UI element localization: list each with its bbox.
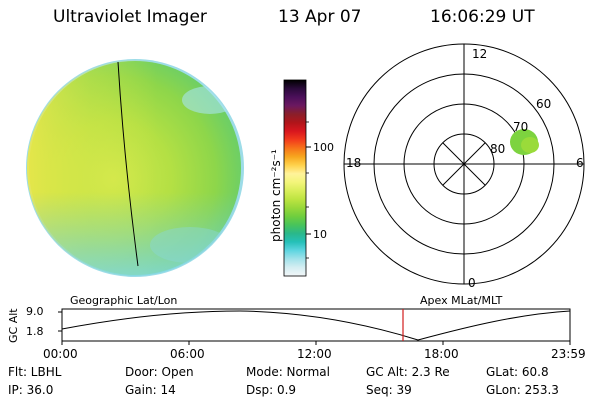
info-gcalt: GC Alt: 2.3 Re [366, 365, 450, 379]
timeline-xtick-1800: 18:00 [424, 347, 459, 361]
polar-label-70: 70 [513, 120, 529, 134]
polar-label-12: 12 [472, 47, 488, 61]
polar-label-0: 0 [468, 276, 476, 290]
altitude-curve [61, 310, 571, 341]
timeline-plot [58, 308, 571, 345]
timeline-xtick-0000: 00:00 [43, 347, 78, 361]
polar-label-18: 18 [346, 156, 362, 170]
timeline-xtick-0600: 06:00 [170, 347, 205, 361]
info-ip: IP: 36.0 [8, 383, 54, 397]
timeline-xtick-1200: 12:00 [297, 347, 332, 361]
info-door: Door: Open [125, 365, 194, 379]
info-flt: Flt: LBHL [8, 365, 62, 379]
polar-label-60: 60 [536, 97, 552, 111]
time-label: 16:06:29 UT [430, 7, 535, 27]
info-gain: Gain: 14 [125, 383, 176, 397]
timeline-ytick-9: 9.0 [26, 305, 44, 318]
colorbar [283, 79, 311, 277]
polar-label-6: 6 [576, 156, 584, 170]
terminator-line [117, 61, 139, 267]
polar-label-80: 80 [490, 142, 506, 156]
colorbar-tick-10: 10 [313, 228, 327, 241]
polar-plot [343, 43, 585, 285]
timeline-yaxis-label: GC Alt [7, 308, 20, 343]
info-glon: GLon: 253.3 [486, 383, 559, 397]
timeline-right-title: Apex MLat/MLT [420, 294, 503, 307]
timeline-xtick-2359: 23:59 [551, 347, 586, 361]
earth-disk [26, 59, 244, 277]
colorbar-tick-100: 100 [313, 141, 334, 154]
info-glat: GLat: 60.8 [486, 365, 549, 379]
colorbar-unit-label: photon cm⁻²s⁻¹ [269, 149, 283, 242]
info-mode: Mode: Normal [246, 365, 330, 379]
timeline-ytick-1-8: 1.8 [26, 325, 44, 338]
timeline-left-title: Geographic Lat/Lon [70, 294, 178, 307]
info-seq: Seq: 39 [366, 383, 412, 397]
info-dsp: Dsp: 0.9 [246, 383, 297, 397]
instrument-title: Ultraviolet Imager [53, 7, 207, 27]
date-label: 13 Apr 07 [278, 7, 362, 27]
